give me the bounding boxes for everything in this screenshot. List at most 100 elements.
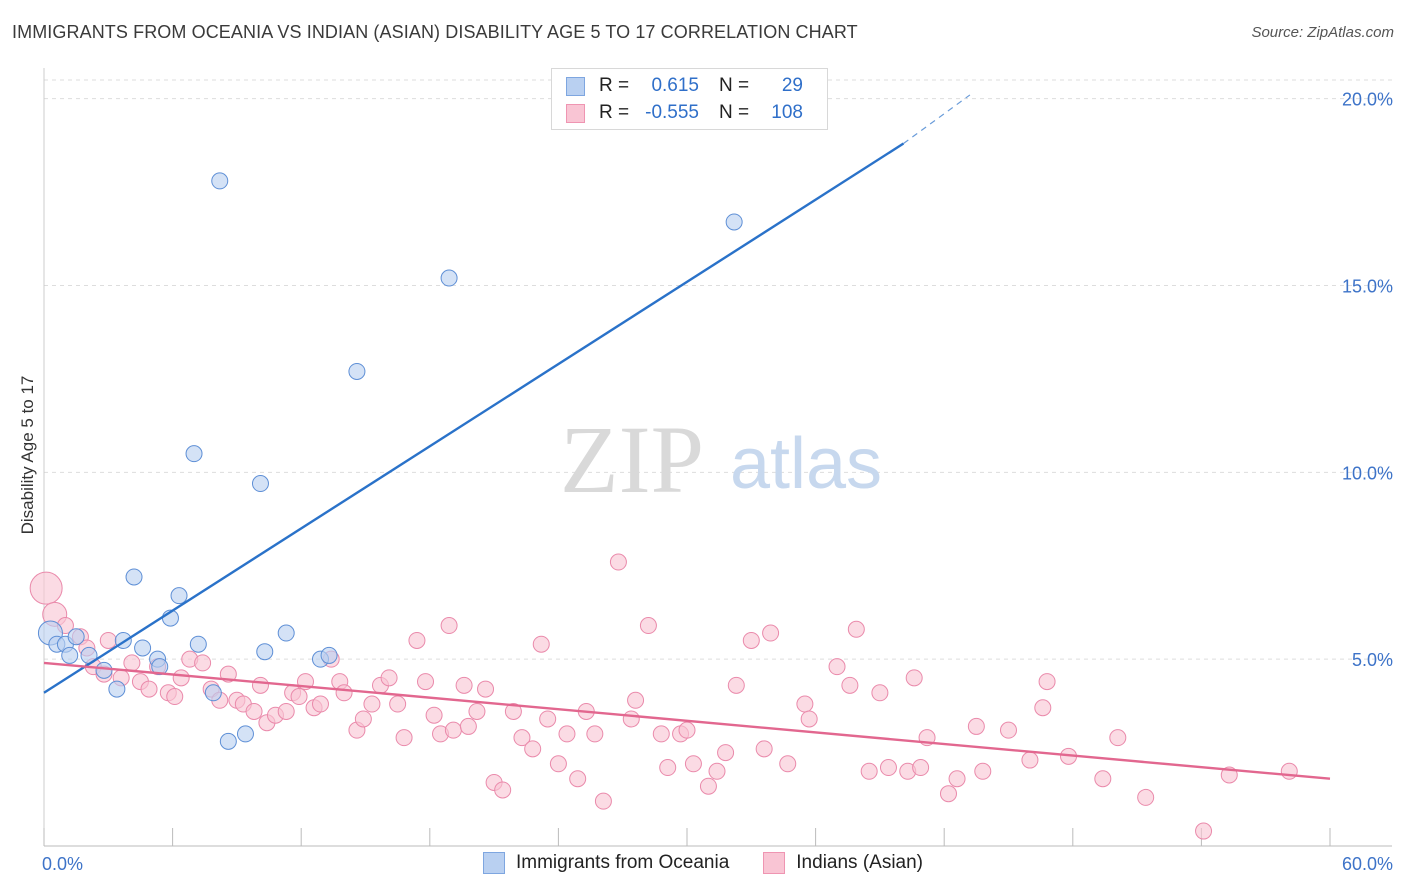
point-indians-asian: [123, 654, 141, 672]
point-indians-asian: [468, 702, 486, 720]
point-indians-asian: [678, 721, 696, 739]
y-tick-label: 20.0%: [1342, 90, 1393, 110]
trend-line-indians: [43, 661, 1331, 780]
point-indians-asian: [727, 676, 745, 694]
x-tick-label: 0.0%: [42, 854, 83, 874]
watermark-zip: ZIP: [560, 406, 704, 513]
legend-n-value: 29: [781, 75, 803, 96]
point-indians-asian: [800, 710, 818, 728]
point-indians-asian: [1000, 721, 1017, 739]
legend-n-value: 108: [771, 102, 803, 123]
series-immigrants-from-oceania: [37, 172, 743, 750]
trend-line-oceania-extension: [903, 94, 971, 145]
point-indians-asian: [311, 695, 329, 713]
point-indians-asian: [871, 684, 889, 702]
point-indians-asian: [408, 631, 426, 649]
legend-item-oceania: Immigrants from Oceania: [482, 852, 729, 874]
point-immigrants-from-oceania: [725, 213, 743, 231]
chart-title: IMMIGRANTS FROM OCEANIA VS INDIAN (ASIAN…: [12, 22, 858, 42]
point-indians-asian: [1137, 788, 1155, 806]
point-indians-asian: [380, 669, 398, 687]
point-indians-asian: [948, 770, 966, 788]
point-indians-asian: [172, 669, 190, 687]
point-indians-asian: [194, 654, 212, 672]
point-immigrants-from-oceania: [219, 732, 237, 750]
legend-row-oceania: R = 0.615 N = 29: [566, 73, 803, 99]
watermark-atlas: atlas: [730, 424, 882, 504]
tick-labels: 5.0% 10.0% 15.0% 20.0% 0.0% 60.0%: [42, 90, 1393, 874]
legend-n-label: N =: [719, 102, 750, 123]
point-indians-asian: [459, 717, 477, 735]
legend-label-indians: Indians (Asian): [796, 852, 924, 873]
point-indians-asian: [1021, 751, 1039, 769]
point-indians-asian: [558, 725, 576, 743]
point-immigrants-from-oceania: [348, 362, 366, 380]
point-indians-asian: [513, 729, 531, 747]
point-indians-asian: [796, 695, 814, 713]
point-indians-asian: [639, 617, 657, 635]
point-indians-asian: [1034, 699, 1052, 717]
point-indians-asian: [860, 762, 878, 780]
point-immigrants-from-oceania: [95, 661, 113, 679]
point-immigrants-from-oceania: [125, 568, 143, 586]
point-indians-asian: [708, 762, 726, 780]
trend-line-oceania: [43, 142, 905, 694]
point-immigrants-from-oceania: [185, 445, 203, 463]
point-immigrants-from-oceania: [211, 172, 229, 190]
legend-r-label: R =: [599, 102, 630, 123]
point-indians-asian: [974, 762, 992, 780]
source-label: Source: ZipAtlas.com: [1251, 24, 1394, 41]
point-indians-asian: [444, 721, 462, 739]
point-indians-asian: [277, 702, 295, 720]
point-indians-asian: [532, 635, 550, 653]
legend-swatch-indians: [763, 852, 786, 874]
point-indians-asian: [755, 740, 773, 758]
point-indians-asian: [389, 695, 407, 713]
point-immigrants-from-oceania: [170, 587, 188, 605]
point-immigrants-from-oceania: [108, 680, 126, 698]
point-indians-asian: [99, 631, 117, 649]
point-indians-asian: [1280, 762, 1298, 780]
point-immigrants-from-oceania: [320, 646, 338, 664]
point-immigrants-from-oceania: [236, 725, 254, 743]
series-indians-asian: [29, 553, 1298, 840]
y-tick-label: 15.0%: [1342, 277, 1393, 297]
point-indians-asian: [477, 680, 495, 698]
legend-swatch-oceania: [482, 852, 505, 874]
point-indians-asian: [717, 744, 735, 762]
y-tick-label: 5.0%: [1352, 650, 1393, 670]
point-indians-asian: [912, 759, 930, 777]
point-immigrants-from-oceania: [67, 628, 85, 646]
point-indians-asian: [699, 777, 717, 795]
point-indians-asian: [166, 688, 184, 706]
point-indians-asian: [569, 770, 587, 788]
point-indians-asian: [939, 785, 957, 803]
point-immigrants-from-oceania: [134, 639, 152, 657]
point-indians-asian: [586, 725, 604, 743]
point-indians-asian: [1109, 729, 1127, 747]
point-indians-asian: [594, 792, 612, 810]
grid-lines: [44, 79, 1392, 660]
point-indians-asian: [440, 617, 458, 635]
point-indians-asian: [609, 553, 627, 571]
point-indians-asian: [779, 755, 797, 773]
point-indians-asian: [847, 620, 865, 638]
legend-r-value: -0.555: [645, 102, 699, 123]
point-indians-asian: [251, 676, 269, 694]
point-indians-asian: [395, 729, 413, 747]
point-indians-asian: [245, 702, 263, 720]
point-indians-asian: [742, 631, 760, 649]
legend-n-label: N =: [719, 75, 750, 96]
legend-r-value: 0.615: [651, 75, 699, 96]
point-indians-asian: [455, 676, 473, 694]
point-immigrants-from-oceania: [256, 643, 274, 661]
point-indians-asian: [354, 710, 372, 728]
point-indians-asian: [627, 691, 645, 709]
point-immigrants-from-oceania: [151, 658, 169, 676]
correlation-legend: R = 0.615 N = 29 R = -0.555 N = 108: [551, 68, 828, 130]
point-indians-asian: [140, 680, 158, 698]
point-immigrants-from-oceania: [189, 635, 207, 653]
legend-swatch-indians: [566, 103, 585, 123]
y-tick-label: 10.0%: [1342, 463, 1393, 483]
